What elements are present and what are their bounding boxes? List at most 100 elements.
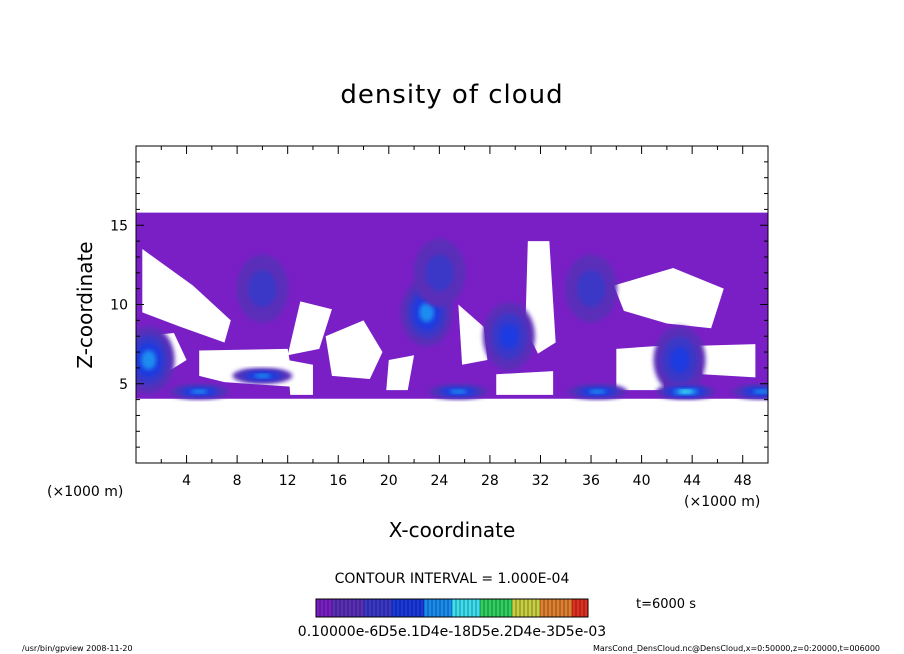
density-core: [136, 325, 175, 394]
colorbar-swatch: [339, 598, 345, 618]
colorbar-swatch: [359, 598, 365, 618]
clear-region: [613, 268, 724, 329]
colorbar-swatch: [547, 598, 553, 618]
colorbar-swatch: [551, 598, 557, 618]
colorbar-swatch: [439, 598, 445, 618]
colorbar-swatch: [387, 598, 393, 618]
density-core: [567, 383, 628, 400]
colorbar-swatch: [363, 598, 369, 618]
colorbar-swatch: [523, 598, 529, 618]
x-tick-label: 28: [481, 473, 499, 489]
colorbar-swatch: [391, 598, 397, 618]
colorbar-swatch: [419, 598, 425, 618]
colorbar-swatch: [435, 598, 441, 618]
colorbar-swatch: [483, 598, 489, 618]
colorbar-swatch: [527, 598, 533, 618]
colorbar-swatch: [443, 598, 449, 618]
clear-region: [142, 249, 231, 343]
density-core: [653, 325, 706, 394]
colorbar-swatch: [331, 598, 337, 618]
colorbar-swatch: [399, 598, 405, 618]
colorbar-swatch: [479, 598, 485, 618]
colorbar-swatch: [371, 598, 377, 618]
colorbar-swatch: [395, 598, 401, 618]
colorbar-swatch: [347, 598, 353, 618]
clear-region: [287, 301, 332, 356]
x-tick-label: 4: [182, 473, 191, 489]
colorbar-swatch: [459, 598, 465, 618]
colorbar-swatch: [355, 598, 361, 618]
colorbar-swatch: [487, 598, 493, 618]
clear-region: [496, 371, 554, 395]
colorbar-swatch: [571, 598, 577, 618]
colorbar-swatch: [491, 598, 497, 618]
density-core: [428, 383, 489, 400]
x-axis: 4 8 12 16 20 24 28 32 36 40 44 48: [135, 146, 769, 489]
colorbar-swatch: [475, 598, 481, 618]
y-axis-label: Z-coordinate: [73, 241, 97, 368]
clear-region: [325, 320, 383, 379]
colorbar-swatch: [531, 598, 537, 618]
colorbar-swatch: [455, 598, 461, 618]
colorbar-swatch: [559, 598, 565, 618]
time-label: t=6000 s: [636, 597, 696, 612]
colorbar-swatch: [431, 598, 437, 618]
colorbar-swatch: [515, 598, 521, 618]
colorbar: [315, 598, 589, 618]
density-core: [655, 383, 716, 400]
colorbar-swatch: [543, 598, 549, 618]
colorbar-labels: 0.10000e-6D5e.1D4e-18D5e.2D4e-3D5e-03: [298, 624, 606, 640]
colorbar-swatch: [503, 598, 509, 618]
colorbar-swatch: [315, 598, 321, 618]
clear-region: [698, 344, 756, 378]
colorbar-swatch: [471, 598, 477, 618]
footer-right: MarsCond_DensCloud.nc@DensCloud,x=0:5000…: [593, 644, 880, 653]
clear-region: [136, 398, 768, 406]
x-tick-label: 8: [233, 473, 242, 489]
contour-interval-label: CONTOUR INTERVAL = 1.000E-04: [335, 571, 570, 587]
density-core: [731, 383, 768, 400]
colorbar-swatch: [535, 598, 541, 618]
colorbar-swatch: [499, 598, 505, 618]
colorbar-swatch: [463, 598, 469, 618]
colorbar-swatch: [575, 598, 581, 618]
y-axis: 5 10 15: [110, 145, 768, 464]
colorbar-swatch: [327, 598, 333, 618]
colorbar-swatch: [323, 598, 329, 618]
y-tick-label: 10: [110, 298, 128, 314]
cloud-density-field: [136, 212, 768, 406]
x-tick-label: 12: [279, 473, 297, 489]
footer-left: /usr/bin/gpview 2008-11-20: [22, 644, 133, 653]
density-core: [169, 383, 230, 400]
colorbar-swatch: [403, 598, 409, 618]
density-core: [565, 254, 618, 323]
colorbar-swatch: [511, 598, 517, 618]
colorbar-swatch: [451, 598, 457, 618]
colorbar-swatch: [407, 598, 413, 618]
density-core: [413, 238, 466, 307]
colorbar-swatch: [319, 598, 325, 618]
colorbar-swatch: [415, 598, 421, 618]
x-tick-label: 40: [633, 473, 651, 489]
colorbar-swatch: [375, 598, 381, 618]
colorbar-frame: [315, 598, 589, 618]
colorbar-swatch: [447, 598, 453, 618]
colorbar-swatch: [563, 598, 569, 618]
clear-region: [458, 304, 488, 365]
y-tick-label: 15: [110, 218, 128, 234]
colorbar-swatch: [423, 598, 429, 618]
x-tick-label: 48: [734, 473, 752, 489]
density-core: [482, 302, 535, 371]
colorbar-swatch: [427, 598, 433, 618]
x-tick-label: 16: [329, 473, 347, 489]
clear-region: [287, 359, 313, 395]
colorbar-swatch: [411, 598, 417, 618]
colorbar-swatch: [367, 598, 373, 618]
x-tick-label: 32: [532, 473, 550, 489]
x-tick-label: 20: [380, 473, 398, 489]
density-core: [232, 367, 293, 384]
colorbar-swatch: [519, 598, 525, 618]
colorbar-swatch: [507, 598, 513, 618]
colorbar-swatch: [567, 598, 573, 618]
